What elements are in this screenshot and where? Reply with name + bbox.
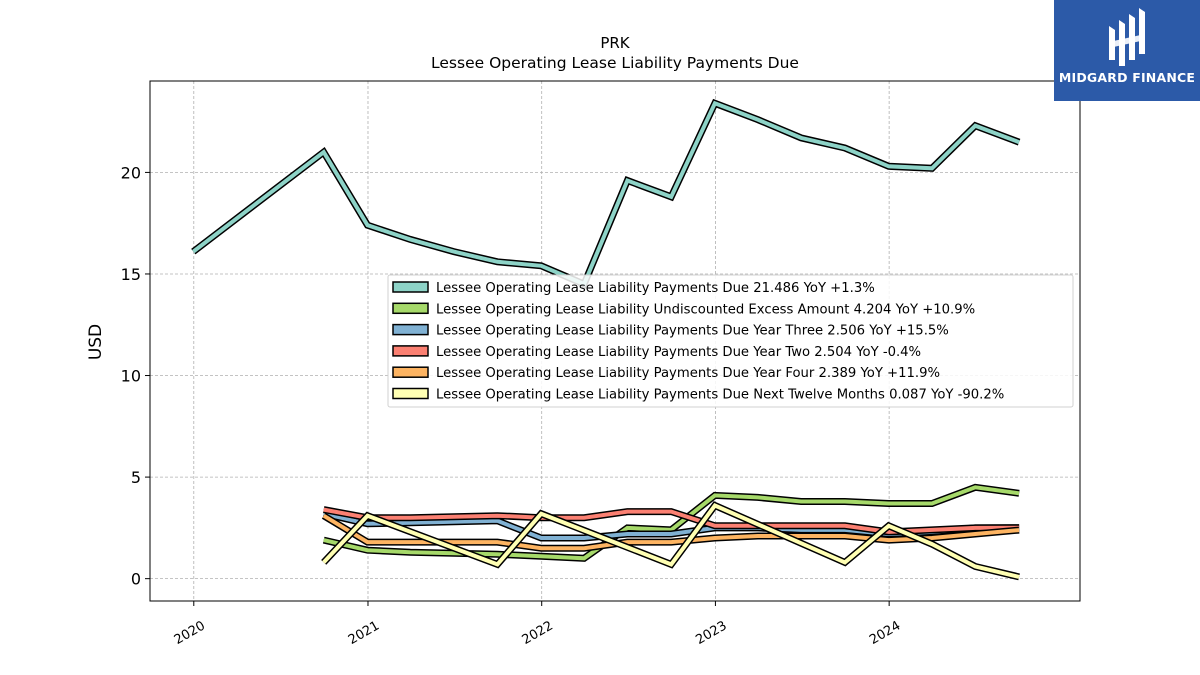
- legend-swatch: [392, 345, 429, 357]
- legend-label: Lessee Operating Lease Liability Payment…: [436, 388, 1004, 403]
- y-tick-label: 20: [121, 163, 141, 182]
- midgard-logo-icon: [1109, 8, 1145, 66]
- legend-swatch: [392, 281, 429, 293]
- x-tick-label: 2024: [867, 618, 903, 648]
- legend-swatch: [392, 366, 429, 378]
- y-tick-label: 10: [121, 367, 141, 386]
- x-tick-label: 2021: [346, 618, 382, 648]
- legend-label: Lessee Operating Lease Liability Undisco…: [436, 302, 975, 317]
- legend-swatch: [392, 323, 429, 336]
- legend-label: Lessee Operating Lease Liability Payment…: [436, 281, 875, 296]
- legend-label: Lessee Operating Lease Liability Payment…: [436, 345, 921, 360]
- chart-title: PRK: [600, 34, 630, 52]
- chart-subtitle: Lessee Operating Lease Liability Payment…: [431, 54, 799, 72]
- series-line: [321, 501, 1020, 581]
- x-tick-label: 2020: [172, 618, 208, 648]
- series-line: [191, 98, 1021, 289]
- legend-swatch: [392, 387, 429, 400]
- series-line: [322, 483, 1020, 562]
- legend-swatch: [392, 302, 429, 315]
- brand-name: MIDGARD FINANCE: [1058, 70, 1196, 85]
- y-tick-label: 5: [131, 468, 141, 487]
- x-tick-label: 2023: [693, 618, 729, 648]
- x-tick-label: 2022: [520, 618, 556, 648]
- legend-box: [387, 274, 1074, 408]
- y-tick-label: 0: [131, 570, 141, 589]
- legend: Lessee Operating Lease Liability Payment…: [387, 274, 1074, 408]
- series-lines: [191, 98, 1021, 581]
- brand-logo: MIDGARD FINANCE: [1054, 0, 1200, 101]
- series-stroke: [323, 485, 1020, 561]
- series-stroke: [192, 100, 1020, 287]
- legend-label: Lessee Operating Lease Liability Payment…: [436, 324, 949, 339]
- plot-frame: [149, 80, 1081, 602]
- series-stroke: [322, 503, 1020, 579]
- y-tick-label: 15: [121, 265, 141, 284]
- series-outline: [191, 98, 1021, 289]
- y-axis-label: USD: [86, 324, 106, 360]
- legend-label: Lessee Operating Lease Liability Payment…: [436, 366, 940, 381]
